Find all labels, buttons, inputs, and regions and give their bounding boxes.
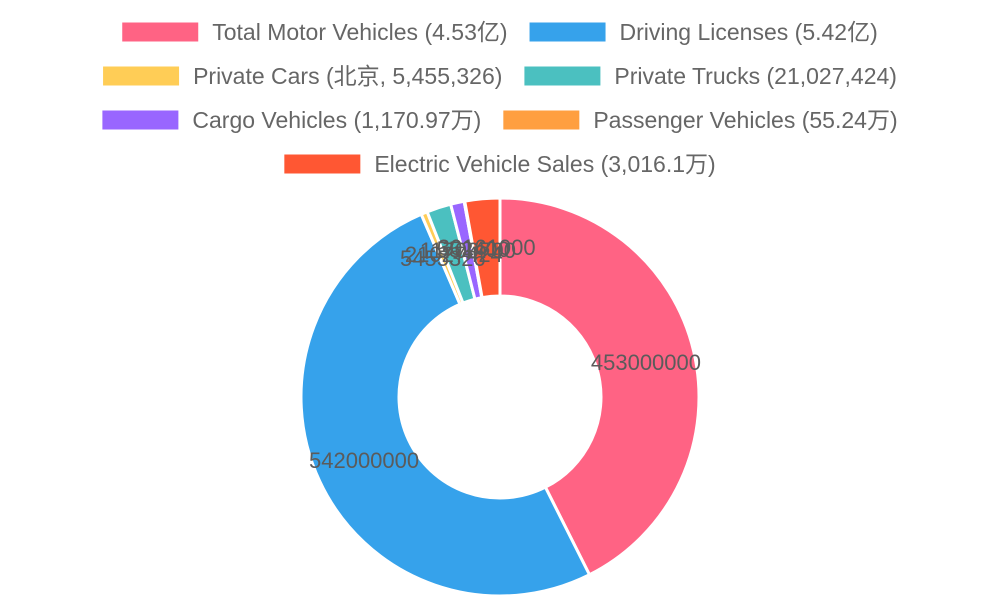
legend-swatch xyxy=(503,110,580,130)
doughnut-slice[interactable] xyxy=(498,196,701,577)
legend: Total Motor Vehicles (4.53亿) Driving Lice… xyxy=(102,19,898,177)
legend-swatch xyxy=(529,22,606,42)
doughnut-slice[interactable] xyxy=(299,212,592,598)
legend-swatch xyxy=(524,66,601,86)
slice-value-label: 30161000 xyxy=(438,235,536,260)
slices xyxy=(299,196,701,598)
slice-value-label: 453000000 xyxy=(591,350,701,375)
legend-item[interactable]: Electric Vehicle Sales (3,016.1万) xyxy=(284,151,716,177)
legend-item[interactable]: Private Cars (北京, 5,455,326) xyxy=(103,63,502,89)
data-labels: 453000000 542000000 5455326210274241170970… xyxy=(309,235,701,473)
legend-item[interactable]: Passenger Vehicles (55.24万) xyxy=(503,107,898,133)
slice-value-label: 5455326 xyxy=(400,246,486,271)
legend-label: Passenger Vehicles (55.24万) xyxy=(593,107,897,133)
legend-item[interactable]: Driving Licenses (5.42亿) xyxy=(529,19,878,45)
legend-swatch xyxy=(103,66,180,86)
legend-swatch xyxy=(284,154,361,174)
legend-swatch xyxy=(102,110,179,130)
legend-label: Private Cars (北京, 5,455,326) xyxy=(193,63,502,89)
legend-label: Driving Licenses (5.42亿) xyxy=(620,19,878,45)
legend-label: Cargo Vehicles (1,170.97万) xyxy=(192,107,481,133)
slice-value-label: 11709700 xyxy=(420,238,516,263)
legend-swatch xyxy=(122,22,199,42)
legend-label: Private Trucks (21,027,424) xyxy=(614,63,897,89)
slice-value-label: 542000000 xyxy=(309,448,419,473)
legend-item[interactable]: Total Motor Vehicles (4.53亿) xyxy=(122,19,508,45)
legend-label: Total Motor Vehicles (4.53亿) xyxy=(212,19,507,45)
slice-value-label: 552400 xyxy=(436,237,509,262)
doughnut-slice[interactable] xyxy=(462,196,502,300)
legend-label: Electric Vehicle Sales (3,016.1万) xyxy=(374,151,715,177)
legend-item[interactable]: Private Trucks (21,027,424) xyxy=(524,63,897,89)
legend-item[interactable]: Cargo Vehicles (1,170.97万) xyxy=(102,107,481,133)
slice-value-label: 21027424 xyxy=(405,242,503,267)
